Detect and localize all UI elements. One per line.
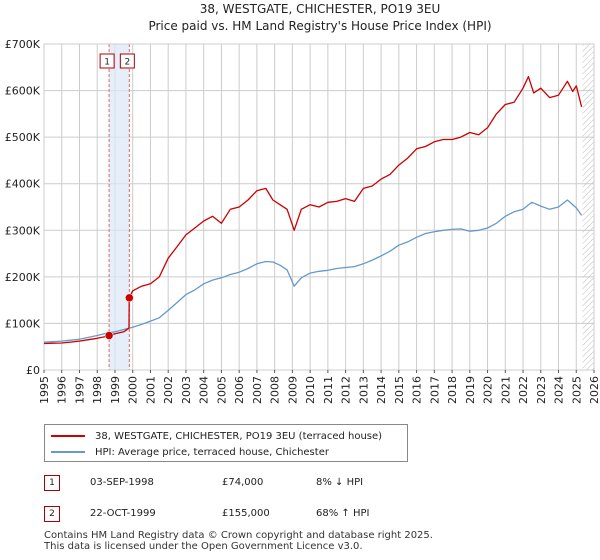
x-tick-label: 2001 bbox=[144, 376, 157, 404]
plot-frame bbox=[43, 43, 595, 371]
x-tick-label: 2023 bbox=[535, 376, 548, 404]
x-tick-label: 2012 bbox=[340, 376, 353, 404]
x-tick-label: 2020 bbox=[482, 376, 495, 404]
footer: Contains HM Land Registry data © Crown c… bbox=[44, 530, 433, 552]
y-tick-label: £400K bbox=[5, 178, 41, 191]
x-tick-label: 2017 bbox=[428, 376, 441, 404]
transaction-point bbox=[125, 293, 134, 303]
series-lines bbox=[43, 75, 583, 345]
transaction-points bbox=[104, 293, 134, 340]
x-tick-label: 2009 bbox=[286, 376, 299, 404]
transaction-point bbox=[104, 331, 114, 340]
y-tick-label: £600K bbox=[5, 85, 41, 98]
x-axis: 1995 1996 1997 1998 1999 2000 2001 2002 2003 2004… bbox=[38, 370, 600, 404]
y-tick-label: £300K bbox=[5, 224, 41, 237]
x-tick-label: 2007 bbox=[251, 376, 264, 404]
legend-swatch-hpi bbox=[51, 451, 85, 453]
x-tick-label: 2003 bbox=[180, 376, 193, 404]
x-tick-label: 2000 bbox=[127, 376, 140, 404]
chart-title: 38, WESTGATE, CHICHESTER, PO19 3EU bbox=[200, 2, 441, 16]
x-tick-label: 1997 bbox=[73, 376, 86, 404]
legend-swatch-property bbox=[51, 435, 85, 437]
x-tick-label: 2013 bbox=[357, 376, 370, 404]
x-tick-label: 2008 bbox=[269, 376, 282, 404]
footer-copyright: Contains HM Land Registry data © Crown c… bbox=[44, 530, 433, 541]
hpi-line bbox=[43, 199, 583, 343]
transaction-hpi: 68% ↑ HPI bbox=[316, 508, 370, 519]
y-tick-label: £700K bbox=[5, 38, 41, 51]
transaction-marker-box: 2 bbox=[119, 53, 135, 69]
y-tick-label: £100K bbox=[5, 317, 41, 330]
forecast-hatch bbox=[582, 44, 594, 370]
x-tick-label: 2004 bbox=[198, 376, 211, 404]
transaction-badge: 2 bbox=[44, 506, 60, 522]
transaction-price: £155,000 bbox=[222, 508, 270, 519]
transaction-marker-box: 1 bbox=[99, 53, 115, 69]
transaction-hpi: 8% ↓ HPI bbox=[316, 477, 364, 488]
x-tick-label: 2010 bbox=[304, 376, 317, 404]
y-axis: £0 £100K £200K £300K £400K £500K £600K £700K bbox=[5, 38, 41, 377]
x-tick-label: 2022 bbox=[517, 376, 530, 404]
x-tick-label: 2005 bbox=[215, 376, 228, 404]
legend: 38, WESTGATE, CHICHESTER, PO19 3EU (terr… bbox=[44, 424, 408, 462]
footer-licence: This data is licensed under the Open Gov… bbox=[44, 541, 363, 552]
transaction-band-fill bbox=[109, 44, 130, 370]
x-tick-label: 2016 bbox=[411, 376, 424, 404]
x-tick-label: 2011 bbox=[322, 376, 335, 404]
x-tick-label: 2019 bbox=[464, 376, 477, 404]
table-row: 1 03-SEP-1998 £74,000 8% ↓ HPI bbox=[44, 475, 584, 493]
x-tick-label: 1996 bbox=[56, 376, 69, 404]
table-row: 2 22-OCT-1999 £155,000 68% ↑ HPI bbox=[44, 506, 584, 524]
legend-label-hpi: HPI: Average price, terraced house, Chic… bbox=[95, 446, 329, 458]
transaction-marker-label: 2 bbox=[124, 58, 130, 68]
chart-subtitle: Price paid vs. HM Land Registry's House … bbox=[148, 19, 491, 33]
x-tick-label: 1995 bbox=[38, 376, 51, 404]
x-tick-label: 2021 bbox=[499, 376, 512, 404]
transaction-marker-label: 1 bbox=[104, 58, 110, 68]
transaction-badge: 1 bbox=[44, 475, 60, 491]
y-tick-label: £200K bbox=[5, 271, 41, 284]
x-tick-label: 2014 bbox=[375, 376, 388, 404]
transaction-date: 22-OCT-1999 bbox=[90, 508, 156, 519]
transaction-date: 03-SEP-1998 bbox=[90, 477, 154, 488]
y-tick-label: £0 bbox=[26, 364, 40, 377]
legend-item-hpi: HPI: Average price, terraced house, Chic… bbox=[51, 444, 329, 460]
x-tick-label: 2018 bbox=[446, 376, 459, 404]
legend-item-property: 38, WESTGATE, CHICHESTER, PO19 3EU (terr… bbox=[51, 428, 382, 444]
legend-label-property: 38, WESTGATE, CHICHESTER, PO19 3EU (terr… bbox=[95, 430, 383, 442]
x-tick-label: 2015 bbox=[393, 376, 406, 404]
x-tick-label: 1999 bbox=[109, 376, 122, 404]
x-tick-label: 2002 bbox=[162, 376, 175, 404]
price-chart: 38, WESTGATE, CHICHESTER, PO19 3EU Price… bbox=[5, 2, 600, 404]
property-price-line bbox=[43, 75, 583, 345]
y-tick-label: £500K bbox=[5, 131, 41, 144]
x-tick-label: 2024 bbox=[553, 376, 566, 404]
x-tick-label: 2025 bbox=[570, 376, 583, 404]
transaction-price: £74,000 bbox=[222, 477, 264, 488]
x-tick-label: 2006 bbox=[233, 376, 246, 404]
x-tick-label: 1998 bbox=[91, 376, 104, 404]
x-tick-label: 2026 bbox=[588, 376, 600, 404]
